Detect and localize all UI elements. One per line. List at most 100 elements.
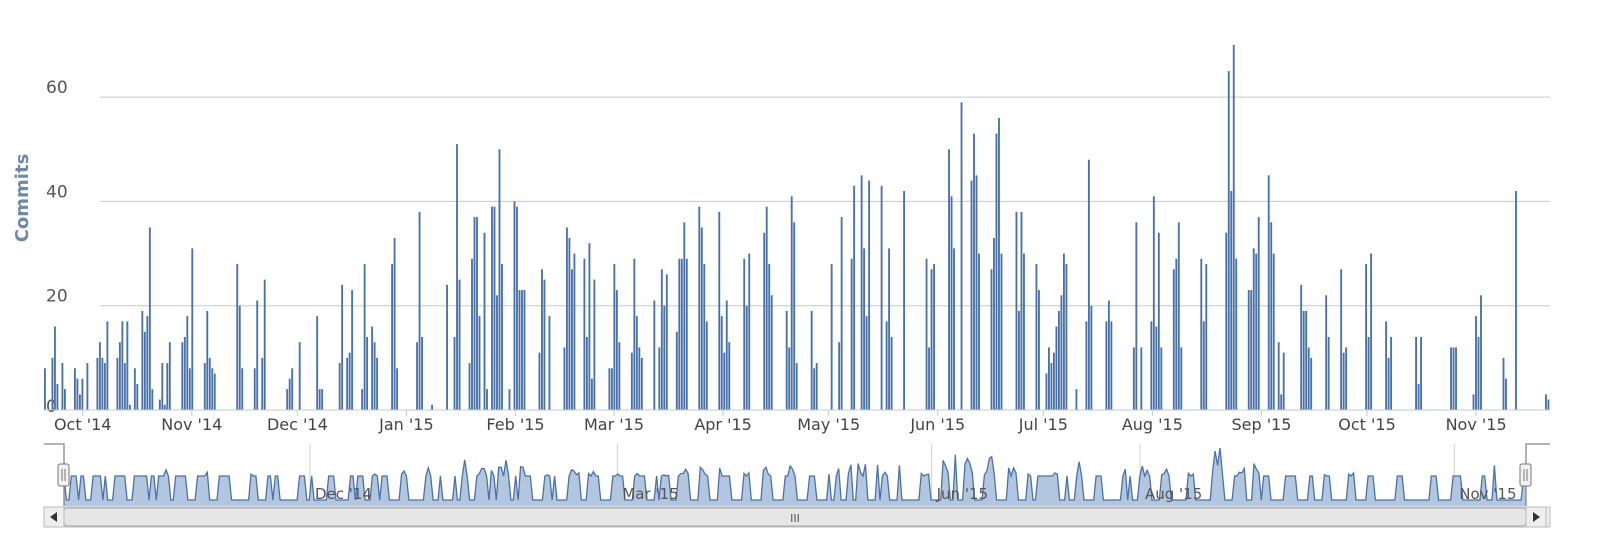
- bar: [978, 253, 980, 410]
- bar: [1450, 347, 1452, 410]
- scrollbar-left-button[interactable]: [43, 506, 65, 528]
- scrollbar-right-button[interactable]: [1525, 506, 1547, 528]
- bar: [1110, 321, 1113, 410]
- bar: [318, 389, 321, 410]
- bar: [341, 284, 344, 410]
- y-tick-label: 60: [46, 78, 68, 98]
- bar: [768, 264, 771, 410]
- bar: [298, 342, 301, 410]
- bar: [1480, 295, 1482, 410]
- scrollbar-grip: III: [790, 512, 800, 525]
- bar: [570, 269, 573, 410]
- bar: [106, 321, 109, 410]
- bar: [1105, 321, 1108, 410]
- bar: [453, 337, 456, 410]
- bar: [471, 258, 473, 410]
- bar: [1225, 232, 1228, 410]
- bar: [1015, 211, 1018, 410]
- bar: [995, 133, 998, 410]
- bar: [541, 269, 543, 410]
- bar: [473, 217, 476, 410]
- bar: [1307, 347, 1310, 410]
- bar: [76, 378, 79, 410]
- bar: [790, 196, 793, 410]
- bar: [291, 368, 294, 410]
- bar: [658, 347, 661, 410]
- bar: [793, 222, 796, 410]
- bar: [563, 347, 566, 410]
- bar: [51, 357, 54, 410]
- bar: [203, 363, 206, 410]
- bar: [1177, 222, 1180, 410]
- bar: [813, 368, 816, 410]
- bar: [148, 227, 151, 410]
- navigator-series-line: [63, 447, 1526, 501]
- bar: [1062, 253, 1065, 410]
- bar: [478, 316, 481, 410]
- bar: [1155, 326, 1158, 410]
- bar: [1048, 347, 1050, 410]
- bar: [948, 149, 950, 411]
- arrow-right-icon: [1533, 512, 1540, 522]
- bar: [1280, 394, 1283, 410]
- bar: [508, 389, 511, 410]
- bar: [206, 310, 209, 410]
- bar: [123, 363, 126, 410]
- bar: [1038, 290, 1040, 410]
- bar: [950, 196, 953, 410]
- bar: [493, 206, 496, 410]
- x-tick-label: Jan '15: [378, 415, 434, 434]
- bar: [498, 149, 501, 411]
- bar: [1475, 316, 1477, 410]
- bar: [361, 389, 364, 410]
- bar: [1327, 337, 1330, 410]
- bar: [745, 305, 748, 410]
- bar: [421, 337, 423, 410]
- bar: [1053, 352, 1055, 410]
- bar: [1455, 347, 1457, 410]
- navigator-handle-right[interactable]: [1519, 463, 1532, 487]
- bar: [538, 352, 541, 410]
- scrollbar[interactable]: III: [43, 506, 1551, 528]
- grid-lines: [100, 96, 1550, 307]
- bar: [1090, 305, 1093, 410]
- navigator-handle-left[interactable]: [57, 463, 70, 487]
- bar: [373, 342, 376, 410]
- bar: [638, 347, 641, 410]
- bar: [1342, 352, 1345, 410]
- navigator[interactable]: Dec '14 Mar '15 Jun '15 Aug '15 Nov '15: [44, 443, 1550, 506]
- bar: [975, 175, 978, 410]
- bar: [635, 316, 638, 410]
- bar: [998, 118, 1000, 410]
- bar: [431, 404, 433, 410]
- bar: [126, 321, 129, 410]
- bar: [1075, 389, 1078, 410]
- bar: [680, 258, 683, 410]
- bar: [208, 357, 211, 410]
- bar: [728, 342, 731, 410]
- bar: [973, 133, 975, 410]
- bar-series: [44, 45, 1550, 411]
- bar: [1515, 191, 1517, 410]
- bar: [1023, 253, 1025, 410]
- bar: [151, 389, 154, 410]
- bar: [568, 237, 571, 410]
- bar: [81, 378, 84, 410]
- bar: [1420, 337, 1422, 410]
- bar: [1247, 290, 1250, 410]
- bar: [456, 144, 458, 410]
- bar: [885, 321, 888, 410]
- bar: [1345, 347, 1348, 410]
- bar: [1257, 217, 1260, 410]
- bar: [1547, 399, 1550, 410]
- bar: [263, 279, 266, 410]
- bar: [63, 389, 66, 410]
- bar: [1415, 337, 1417, 410]
- bar: [543, 279, 546, 410]
- bar: [585, 337, 588, 410]
- bar: [513, 201, 516, 410]
- x-tick-label: Oct '15: [1338, 415, 1396, 434]
- x-tick-label: Nov '14: [161, 415, 222, 434]
- bar: [888, 248, 891, 410]
